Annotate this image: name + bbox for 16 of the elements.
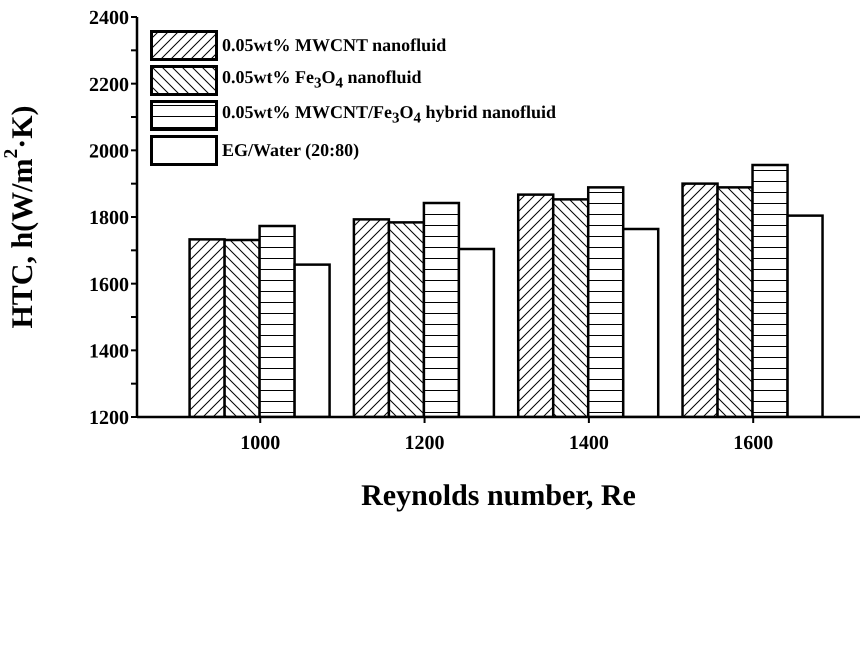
legend-label: 0.05wt% MWCNT/Fe$_{3}$O$_{4}$ hybrid nanofluid [222,102,556,128]
x-axis-title: Reynolds number, Re [361,479,636,512]
y-tick-label: 2000 [89,140,129,162]
legend-label: EG/Water (20:80) [222,140,360,160]
y-tick-label: 1400 [89,340,129,362]
y-tick-label: 1600 [89,274,129,296]
x-tick-label: 1400 [568,432,609,454]
legend-label: 0.05wt% MWCNT nanofluid [222,34,446,56]
y-tick-label: 2200 [89,74,129,96]
y-tick-label: 1200 [89,407,129,430]
x-tick-label: 1200 [404,432,445,454]
y-tick-label: 2400 [89,7,129,30]
legend-label: 0.05wt% Fe$_{3}$O$_{4}$ nanofluid [222,67,422,93]
x-tick-label: 1000 [240,432,280,454]
y-tick-label: 1800 [89,207,129,230]
x-tick-label: 1600 [733,432,774,454]
